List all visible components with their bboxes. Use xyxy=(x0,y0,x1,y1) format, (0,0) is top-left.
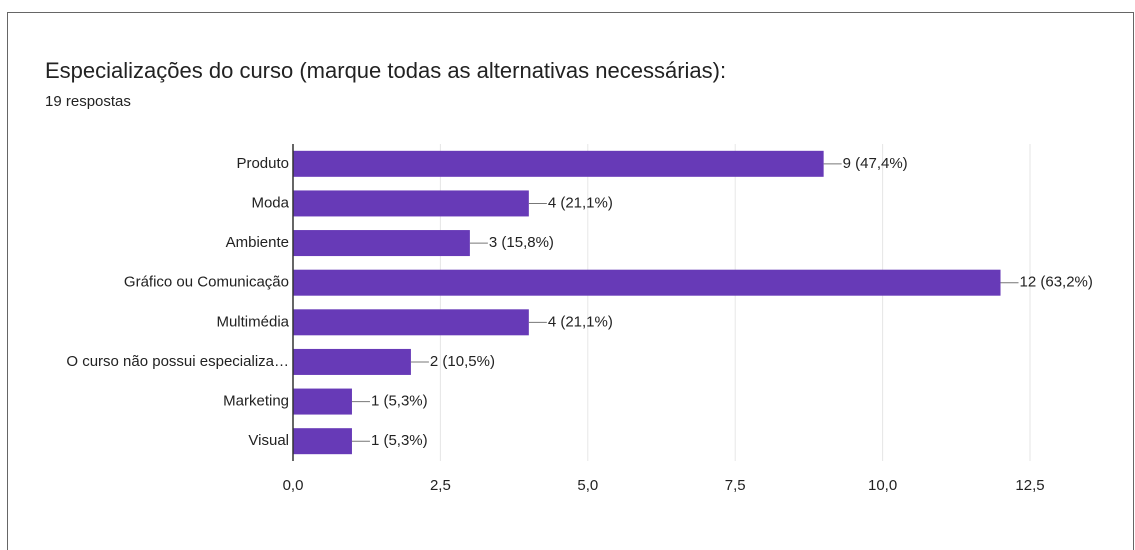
bar xyxy=(293,150,824,177)
bar xyxy=(293,190,529,217)
bar xyxy=(293,269,1001,296)
bar xyxy=(293,309,529,336)
x-tick-label: 12,5 xyxy=(1015,477,1044,494)
data-label: 4 (21,1%) xyxy=(548,313,613,330)
y-tick-label: Ambiente xyxy=(226,234,289,251)
bar xyxy=(293,348,411,375)
data-label: 1 (5,3%) xyxy=(371,393,428,410)
data-label: 4 (21,1%) xyxy=(548,194,613,211)
x-tick-label: 0,0 xyxy=(283,477,304,494)
data-label: 2 (10,5%) xyxy=(430,353,495,370)
bar xyxy=(293,388,352,415)
y-tick-label: Moda xyxy=(251,194,289,211)
x-tick-label: 5,0 xyxy=(577,477,598,494)
bar xyxy=(293,428,352,455)
data-label: 12 (63,2%) xyxy=(1020,274,1093,291)
y-tick-label: Visual xyxy=(248,432,289,449)
chart-subtitle: 19 respostas xyxy=(45,93,131,110)
y-tick-label: O curso não possui especializa… xyxy=(66,353,289,370)
y-tick-label: Marketing xyxy=(223,393,289,410)
card-border xyxy=(7,12,1134,550)
x-tick-label: 10,0 xyxy=(868,477,897,494)
y-tick-label: Produto xyxy=(236,155,289,172)
x-tick-label: 7,5 xyxy=(725,477,746,494)
y-tick-label: Multimédia xyxy=(216,313,289,330)
chart-title: Especializações do curso (marque todas a… xyxy=(45,58,726,83)
data-label: 9 (47,4%) xyxy=(843,155,908,172)
data-label: 3 (15,8%) xyxy=(489,234,554,251)
data-label: 1 (5,3%) xyxy=(371,432,428,449)
y-tick-label: Gráfico ou Comunicação xyxy=(124,274,289,291)
x-tick-label: 2,5 xyxy=(430,477,451,494)
bar xyxy=(293,230,470,257)
